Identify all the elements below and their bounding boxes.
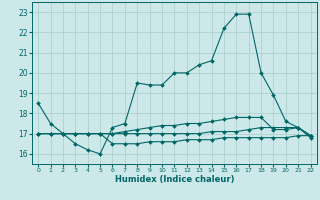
X-axis label: Humidex (Indice chaleur): Humidex (Indice chaleur) [115, 175, 234, 184]
